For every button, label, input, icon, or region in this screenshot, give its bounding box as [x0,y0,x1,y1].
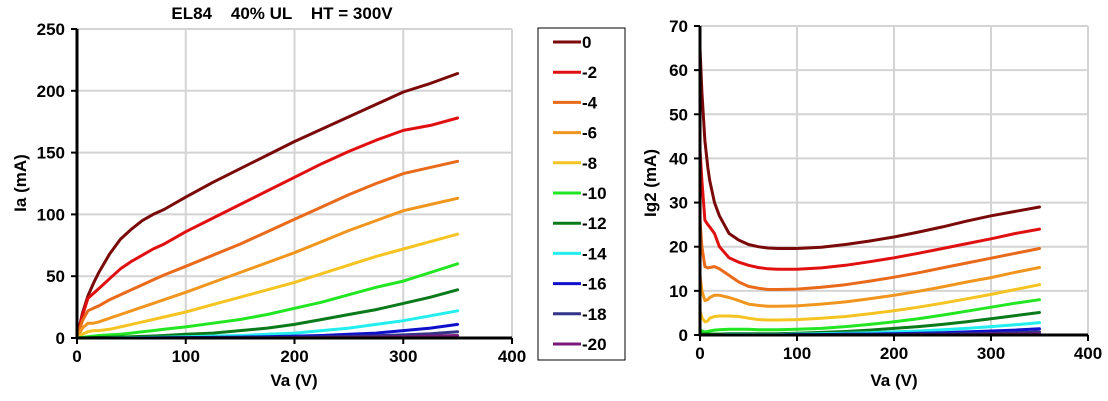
legend-item: -10 [553,184,607,203]
legend-label: -8 [582,154,597,173]
legend-item: -20 [553,335,607,354]
ig2-y-tick-label: 30 [669,194,688,213]
legend-label: 0 [582,33,591,52]
ig2-series-line--2 [698,148,1041,271]
ig2-y-tick-label: 10 [669,282,688,301]
ia-x-tick-label: 300 [389,347,417,366]
ig2-y-tick-label: 60 [669,61,688,80]
legend-item: -2 [553,63,597,82]
ia-chart: EL84 40% UL HT = 300V 0 50 100 150 200 250 0 10… [11,4,526,390]
ia-series-line--10 [75,262,460,340]
legend-label: -20 [582,335,607,354]
ia-series-line--4 [75,159,460,340]
ia-y-tick-label: 200 [37,82,65,101]
legend-item: 0 [553,33,591,52]
ig2-chart: 0 10 20 30 40 50 60 70 0 100 200 300 400 Va (V) Ig2 … [641,17,1102,390]
ig2-x-tick-label: 200 [880,344,908,363]
legend: 0 -2 -4 -6 -8 -10 -12 -14 -16 -18 -20 [537,27,626,361]
ia-series-line--6 [75,196,460,340]
legend-label: -4 [582,93,598,112]
legend-item: -6 [553,124,597,143]
ig2-tick-labels: 0 10 20 30 40 50 60 70 0 100 200 300 400 [669,17,1102,363]
legend-label: -10 [582,184,607,203]
ia-axes [71,28,513,344]
ig2-y-tick-label: 70 [669,17,688,36]
ig2-x-tick-label: 300 [977,344,1005,363]
ia-x-tick-label: 200 [280,347,308,366]
legend-label: -6 [582,124,597,143]
ig2-y-axis-label: Ig2 (mA) [641,149,660,217]
ig2-x-tick-label: 400 [1074,344,1102,363]
ig2-x-axis-label: Va (V) [870,371,917,390]
legend-label: -14 [582,244,607,263]
ia-series-line-0 [75,72,460,340]
legend-label: -2 [582,63,597,82]
ig2-series-group [698,46,1041,337]
ig2-y-tick-label: 40 [669,149,688,168]
ia-y-tick-label: 100 [37,205,65,224]
ig2-x-tick-label: 100 [783,344,811,363]
ia-x-tick-label: 400 [498,347,526,366]
ia-x-tick-label: 0 [72,347,81,366]
legend-label: -12 [582,214,607,233]
ia-series-line--2 [75,116,460,340]
legend-label: -18 [582,305,607,324]
legend-item: -12 [553,214,607,233]
ig2-x-tick-label: 0 [695,344,704,363]
ig2-series-line--4 [698,218,1041,291]
ig2-grid [700,25,1089,335]
ia-y-tick-label: 50 [46,267,65,286]
ia-y-tick-label: 0 [56,329,65,348]
ia-x-tick-label: 100 [172,347,200,366]
ia-x-axis-label: Va (V) [270,371,317,390]
legend-item: -4 [553,93,598,112]
ig2-series-line--6 [698,266,1041,308]
ig2-axes [694,25,1089,341]
legend-label: -16 [582,275,607,294]
ia-grid [77,28,513,338]
ia-y-tick-label: 150 [37,144,65,163]
legend-item: -18 [553,305,607,324]
chart-title: EL84 40% UL HT = 300V [171,4,393,23]
ia-tick-labels: 0 50 100 150 200 250 0 100 200 300 400 [37,20,527,366]
ig2-y-tick-label: 0 [679,326,688,345]
ia-y-axis-label: Ia (mA) [11,154,30,212]
ig2-series-line--10 [698,298,1041,334]
ig2-y-tick-label: 20 [669,238,688,257]
legend-item: -16 [553,275,607,294]
ia-series-line--8 [75,232,460,340]
ig2-series-line-0 [698,46,1041,250]
legend-item: -8 [553,154,597,173]
legend-box [537,27,626,361]
ig2-y-tick-label: 50 [669,105,688,124]
ig2-series-line--8 [698,283,1041,324]
ia-y-tick-label: 250 [37,20,65,39]
ia-series-group [75,72,460,340]
legend-item: -14 [553,244,607,263]
